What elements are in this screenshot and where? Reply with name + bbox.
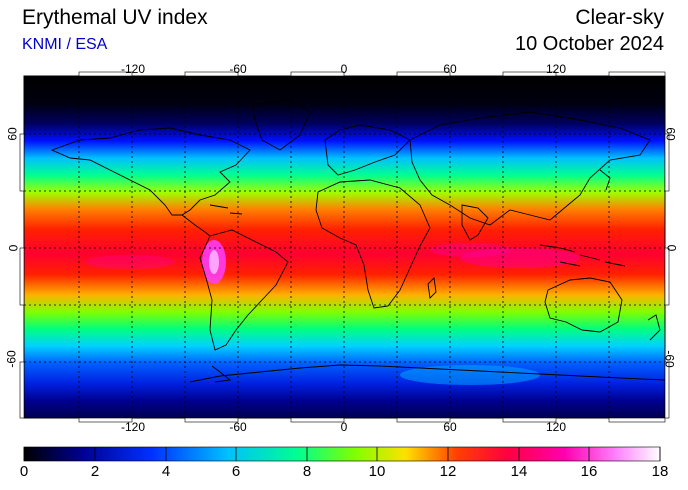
lon-tick-bottom: -120: [120, 420, 146, 434]
colorbar-label: 10: [368, 463, 386, 480]
colorbar-label: 12: [439, 463, 457, 480]
colorbar-label: 14: [510, 463, 528, 480]
lat-tick-right: -60: [662, 350, 677, 368]
lon-tick-top: -120: [120, 62, 146, 76]
south-indian-blue: [400, 365, 540, 385]
lat-tick-left: -60: [4, 350, 19, 368]
sky-condition: Clear-sky: [575, 6, 664, 29]
graticule: [24, 76, 665, 418]
colorbar-label: 4: [161, 463, 171, 480]
uv-field: [24, 76, 665, 418]
colorbar-ticks: [23, 447, 661, 461]
date-label: 10 October 2024: [515, 33, 664, 55]
lon-tick-bottom: -60: [229, 420, 247, 434]
lon-tick-top: 0: [340, 62, 348, 76]
andes-core: [209, 250, 219, 274]
colorbar-label: 16: [580, 463, 598, 480]
lon-tick-bottom: 60: [443, 420, 457, 434]
lon-tick-top: 60: [443, 62, 457, 76]
frame-tick-bands: [19, 71, 670, 423]
lat-tick-left: 0: [6, 244, 21, 252]
lon-tick-top: 120: [545, 62, 567, 76]
lat-tick-left: 60: [5, 127, 20, 141]
lon-tick-bottom: 0: [340, 420, 348, 434]
lat-tick-right: 60: [663, 127, 678, 141]
colorbar-label: 2: [90, 463, 100, 480]
tropics-magenta-2: [430, 243, 510, 257]
colorbar-label: 6: [231, 463, 241, 480]
colorbar-label: 0: [19, 463, 29, 480]
source-label: KNMI / ESA: [22, 36, 108, 53]
lon-tick-top: -60: [229, 62, 247, 76]
tropics-magenta-3: [85, 255, 175, 269]
uv-title: Erythemal UV index: [22, 6, 208, 29]
colorbar-label: 18: [651, 463, 669, 480]
lon-tick-bottom: 120: [545, 420, 567, 434]
colorbar: [23, 446, 661, 462]
colorbar-label: 8: [302, 463, 312, 480]
map-frame: [23, 75, 666, 419]
lat-tick-right: 0: [664, 244, 679, 252]
tropics-magenta-1: [460, 248, 580, 268]
